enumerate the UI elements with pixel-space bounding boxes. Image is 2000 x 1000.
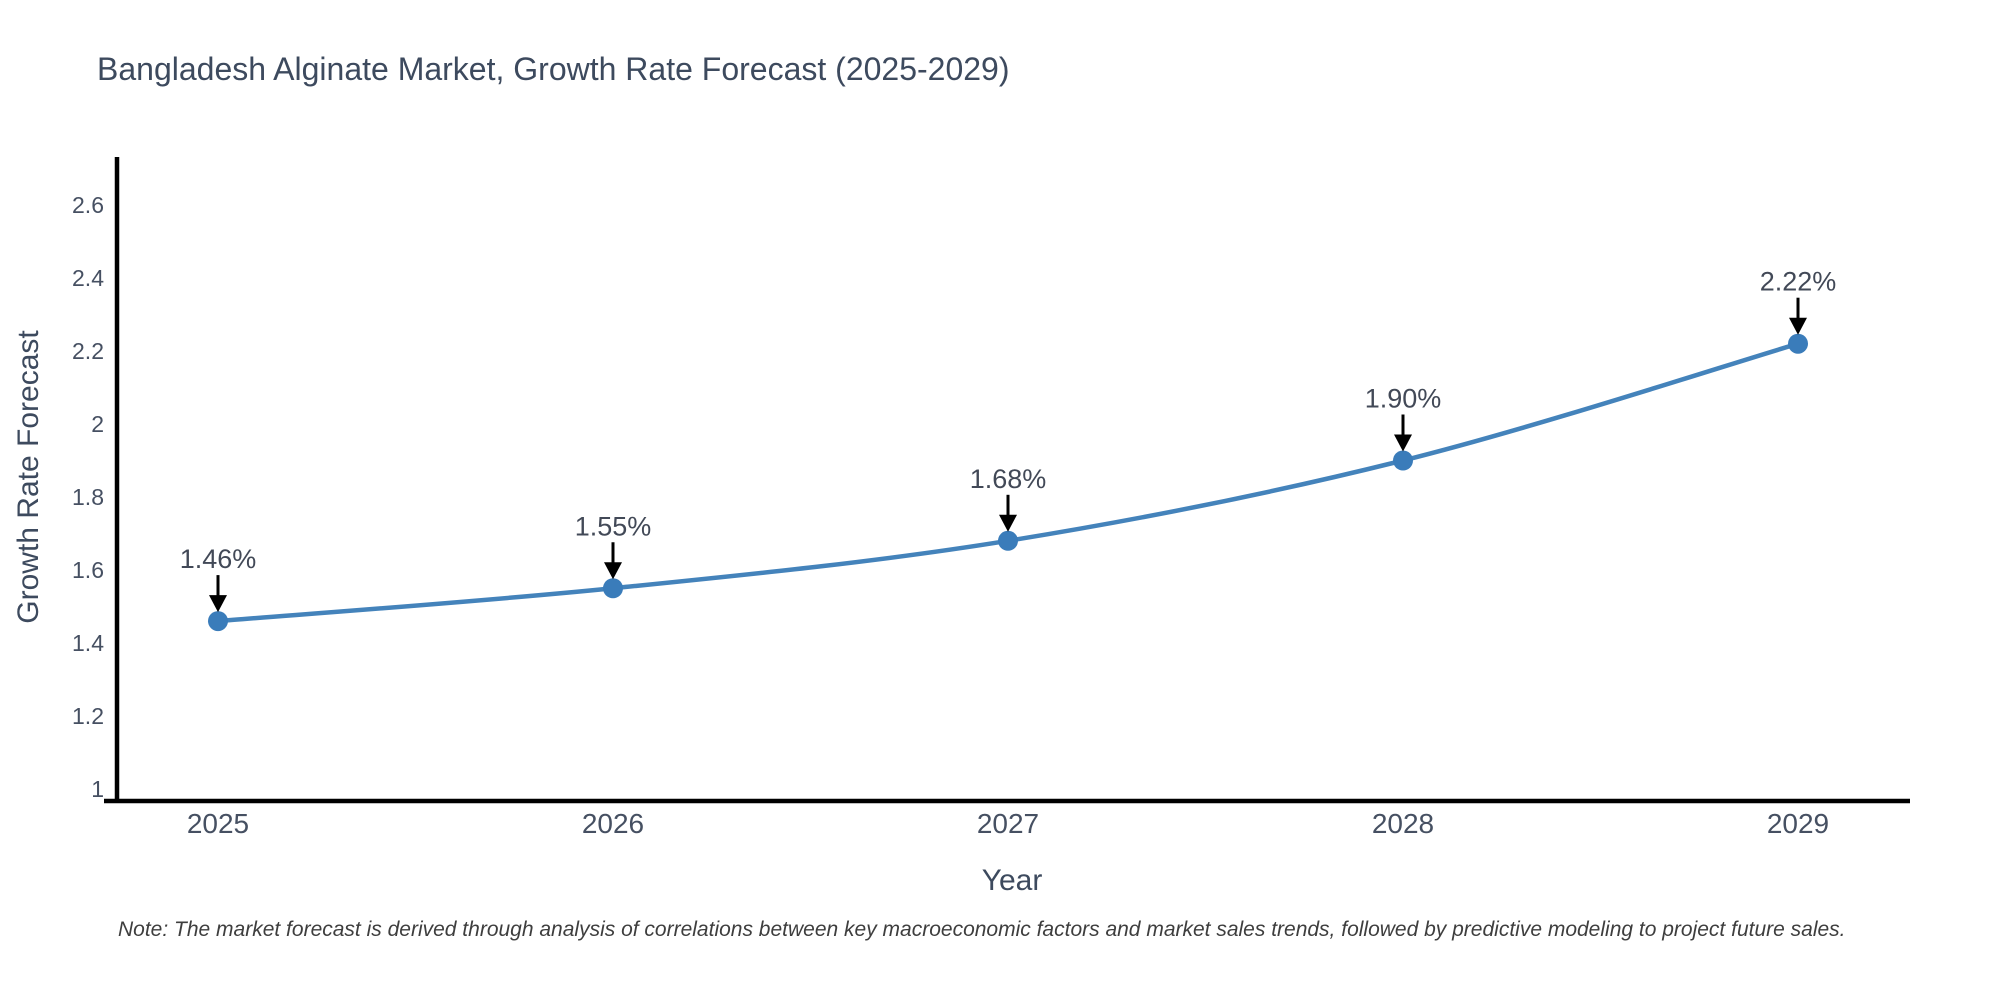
y-tick-label: 1.2: [72, 703, 104, 729]
x-tick-label: 2029: [1767, 808, 1829, 839]
y-tick-label: 1.4: [72, 630, 104, 656]
annotations-layer: 1.46% 1.55% 1.68% 1.90% 2.22%: [180, 267, 1837, 613]
x-axis-title: Year: [982, 864, 1043, 897]
y-tick-label: 1: [91, 776, 104, 802]
x-tick-label: 2028: [1372, 808, 1434, 839]
annotation-arrowhead-icon: [999, 514, 1017, 532]
annotation-label: 1.55%: [575, 511, 652, 541]
y-axis-title: Growth Rate Forecast: [12, 330, 45, 624]
annotation-arrowhead-icon: [1394, 434, 1412, 452]
x-tick-label: 2027: [977, 808, 1039, 839]
series-layer: [208, 333, 1808, 632]
annotation-label: 1.90%: [1365, 384, 1442, 414]
y-tick-label: 1.6: [72, 557, 104, 583]
y-tick-label: 1.8: [72, 484, 104, 510]
annotation-label: 2.22%: [1760, 267, 1837, 297]
data-point-marker[interactable]: [208, 611, 228, 632]
axes-layer: 1 1.2 1.4 1.6 1.8 2 2.2 2.4 2.6 2025 2026 2027 2028 2…: [72, 157, 1910, 839]
y-tick-label: 2.6: [72, 192, 104, 218]
data-point-marker[interactable]: [998, 530, 1018, 551]
y-tick-label: 2: [91, 411, 104, 437]
y-tick-label: 2.4: [72, 265, 104, 291]
data-point-marker[interactable]: [603, 578, 623, 599]
y-tick-label: 2.2: [72, 338, 104, 364]
annotation-arrowhead-icon: [209, 595, 227, 613]
data-point-marker[interactable]: [1788, 333, 1808, 354]
x-tick-label: 2025: [187, 808, 249, 839]
chart-footnote: Note: The market forecast is derived thr…: [118, 918, 1846, 941]
annotation-arrowhead-icon: [1789, 317, 1807, 335]
chart-title: Bangladesh Alginate Market, Growth Rate …: [97, 51, 1010, 87]
annotation-arrowhead-icon: [604, 562, 622, 580]
annotation-label: 1.46%: [180, 544, 257, 574]
x-tick-label: 2026: [582, 808, 644, 839]
annotation-label: 1.68%: [970, 464, 1047, 494]
data-point-marker[interactable]: [1393, 450, 1413, 471]
